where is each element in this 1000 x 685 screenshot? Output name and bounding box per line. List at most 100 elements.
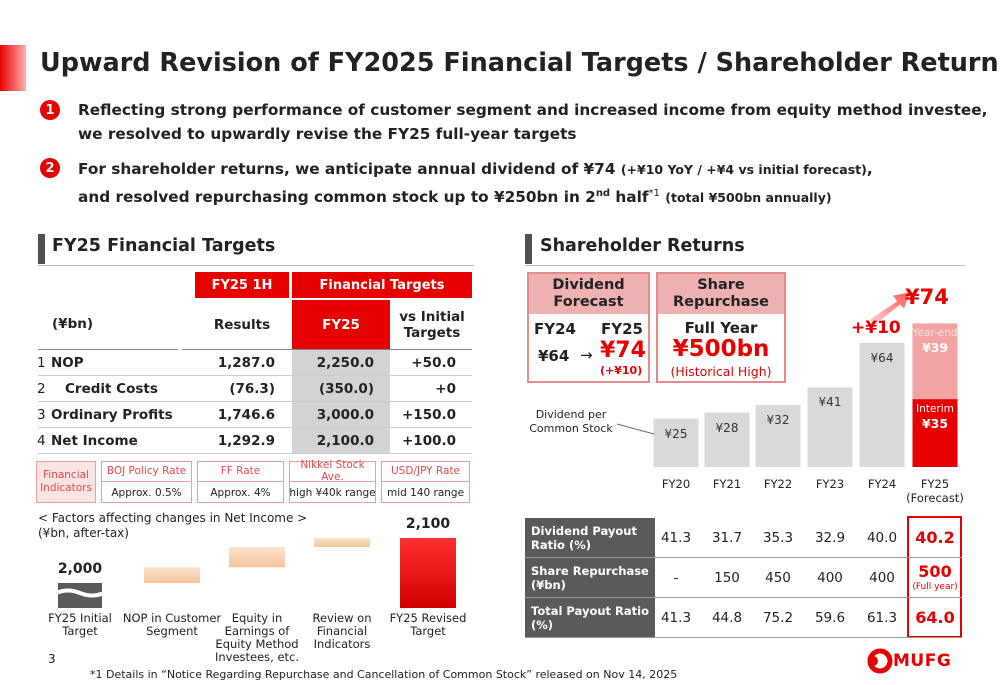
category-label: FY25 (Forecast) xyxy=(906,477,964,505)
cell-value: 44.8 xyxy=(711,609,743,626)
box xyxy=(527,272,650,383)
dividend-bar xyxy=(859,342,905,467)
cell-value: 31.7 xyxy=(711,529,743,546)
unit-label: (¥bn) xyxy=(52,316,94,332)
waterfall-bar xyxy=(144,567,200,583)
header-cell: Financial Targets xyxy=(292,272,472,298)
cell-value: 40.2 xyxy=(915,528,955,547)
superscript: *1 xyxy=(648,188,660,199)
text: ¥500bn xyxy=(672,336,770,362)
indicator-name: USD/JPY Rate xyxy=(381,461,470,482)
text: ¥64 xyxy=(538,347,570,365)
row-rule xyxy=(38,401,472,402)
category-label: FY22 xyxy=(763,477,793,491)
row-number: 4 xyxy=(37,433,46,449)
category-label: FY24 xyxy=(867,477,897,491)
value-label: ¥32 xyxy=(766,412,790,427)
cell-value: 64.0 xyxy=(915,608,955,627)
cell-note: (Full year) xyxy=(912,581,958,592)
cell-value: +100.0 xyxy=(401,433,456,449)
category-label: FY25 Initial Target xyxy=(48,611,112,638)
logo-mark xyxy=(868,656,878,666)
indicator-box xyxy=(381,461,470,503)
text: ¥74 xyxy=(600,338,646,363)
logo: MUFG xyxy=(893,651,952,671)
row-label: Share Repurchase (¥bn) xyxy=(525,558,655,597)
indicator-box xyxy=(289,461,376,503)
chart-unit: (¥bn, after-tax) xyxy=(38,526,129,540)
row-label: Total Payout Ratio (%) xyxy=(525,598,655,637)
heading-bar xyxy=(38,234,45,264)
cell-value: - xyxy=(673,569,679,586)
value-label: ¥35 xyxy=(921,416,949,432)
section-heading: Shareholder Returns xyxy=(540,236,745,256)
cell-value: 450 xyxy=(765,569,791,586)
indicator-box xyxy=(197,461,284,503)
value-label: ¥28 xyxy=(715,420,739,435)
cell-value: 150 xyxy=(714,569,740,586)
column-header: FY25 xyxy=(292,300,390,350)
text: (+¥10 YoY / +¥4 vs initial forecast) xyxy=(620,162,867,177)
total-label: ¥74 xyxy=(905,285,949,310)
cell-value: 59.6 xyxy=(814,609,846,626)
text: and resolved repurchasing common stock u… xyxy=(78,188,596,207)
indicator-label: Financial Indicators xyxy=(36,461,96,503)
indicator-name: Nikkei Stock Ave. xyxy=(289,459,376,483)
bullet-number: 2 xyxy=(40,158,60,178)
section-heading: FY25 Financial Targets xyxy=(52,236,276,256)
row-label: Credit Costs xyxy=(65,381,158,397)
text: Full Year xyxy=(684,319,758,337)
waterfall-bar xyxy=(229,547,285,568)
text: half xyxy=(615,188,649,207)
cell-value: +50.0 xyxy=(411,355,456,371)
cell-value: 1,287.0 xyxy=(217,355,275,371)
header-rule xyxy=(38,349,178,350)
page-number: 3 xyxy=(48,652,56,666)
category-label: Review on Financial Indicators xyxy=(312,611,372,651)
cell-value: 41.3 xyxy=(660,609,692,626)
series-name: Interim xyxy=(916,403,954,416)
series-name: Year-end xyxy=(912,327,958,340)
value-label: ¥39 xyxy=(921,340,949,356)
row-rule xyxy=(525,557,962,558)
footnote: *1 Details in “Notice Regarding Repurcha… xyxy=(90,668,678,681)
row-number: 3 xyxy=(37,407,46,423)
text: For shareholder returns, we anticipate a… xyxy=(78,160,616,178)
indicator-value: high ¥40k range xyxy=(289,486,376,499)
row-rule xyxy=(525,597,962,598)
waterfall-bar xyxy=(400,538,456,608)
cell-value: 32.9 xyxy=(814,529,846,546)
cell-value: (350.0) xyxy=(318,381,374,397)
bullet-text: For shareholder returns, we anticipate a… xyxy=(78,157,993,210)
category-label: FY25 Revised Target xyxy=(389,611,467,638)
category-label: FY21 xyxy=(712,477,742,491)
dividend-bar xyxy=(653,418,699,467)
cell-value: 3,000.0 xyxy=(316,407,374,423)
dividend-bar xyxy=(755,404,801,467)
fy25-column-bg xyxy=(292,350,390,454)
change-label: +¥10 xyxy=(851,318,901,339)
cell-value: 1,292.9 xyxy=(217,433,275,449)
header-rule xyxy=(182,349,472,350)
indicator-value: mid 140 range xyxy=(386,486,465,499)
cell-value: (76.3) xyxy=(229,381,275,397)
text: (total ¥500bn annually) xyxy=(665,190,832,206)
cell-value: 2,250.0 xyxy=(316,355,374,371)
row-rule xyxy=(38,427,472,428)
dividend-bar xyxy=(807,387,853,467)
cell-value: 400 xyxy=(817,569,843,586)
column-header: vs Initial Targets xyxy=(399,309,465,341)
annotation-leader xyxy=(616,423,655,435)
text: FY24 xyxy=(534,320,576,338)
row-rule xyxy=(38,453,472,454)
bullet-text: Reflecting strong performance of custome… xyxy=(78,101,988,143)
heading-rule xyxy=(525,265,965,266)
box-header: Dividend Forecast xyxy=(529,274,648,314)
row-number: 2 xyxy=(37,381,46,397)
cell-value: 35.3 xyxy=(762,529,794,546)
cell-value: 40.0 xyxy=(866,529,898,546)
text: FY25 xyxy=(601,320,643,338)
dividend-bar xyxy=(704,412,750,467)
